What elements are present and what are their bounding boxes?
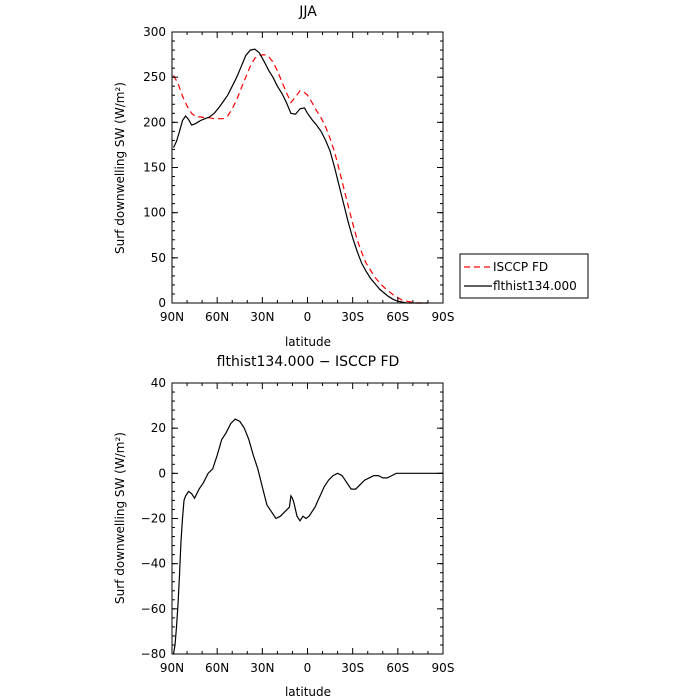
y-tick-label: 250 bbox=[143, 70, 166, 84]
legend-box bbox=[459, 253, 589, 299]
x-tick-label: 60N bbox=[205, 661, 229, 675]
bottom-x-axis-label: latitude bbox=[285, 685, 331, 699]
bottom-chart-title: flthist134.000 − ISCCP FD bbox=[217, 354, 400, 370]
bottom-chart: flthist134.000 − ISCCP FD 90N 60N 30N 0 30S 6… bbox=[113, 354, 454, 699]
series-line-1-0 bbox=[172, 418, 443, 655]
top-x-ticks: 90N 60N 30N 0 30S 60S 90S bbox=[160, 32, 455, 324]
top-y-ticks: 0 50 100 150 200 250 300 bbox=[143, 25, 443, 310]
bottom-x-ticks: 90N 60N 30N 0 30S 60S 90S bbox=[160, 383, 455, 675]
y-tick-label: 0 bbox=[158, 296, 166, 310]
x-tick-label: 0 bbox=[304, 310, 312, 324]
bottom-y-axis-label: Surf downwelling SW (W/m²) bbox=[113, 432, 127, 604]
bottom-plot-area bbox=[172, 418, 443, 655]
x-tick-label: 30N bbox=[250, 661, 274, 675]
x-tick-label: 60S bbox=[386, 310, 409, 324]
x-tick-label: 30S bbox=[341, 310, 364, 324]
y-tick-label: 300 bbox=[143, 25, 166, 39]
bottom-y-ticks: −80 −60 −40 −20 0 20 40 bbox=[141, 376, 443, 661]
top-chart-frame bbox=[171, 31, 444, 304]
y-tick-label: −80 bbox=[141, 647, 166, 661]
top-y-axis-label: Surf downwelling SW (W/m²) bbox=[113, 82, 127, 254]
x-tick-label: 90N bbox=[160, 310, 184, 324]
x-tick-label: 60N bbox=[205, 310, 229, 324]
x-tick-label: 30S bbox=[341, 661, 364, 675]
top-x-axis-label: latitude bbox=[285, 335, 331, 349]
x-tick-label: 60S bbox=[386, 661, 409, 675]
legend-label-flthist: flthist134.000 bbox=[493, 279, 577, 293]
x-tick-label: 90S bbox=[432, 661, 455, 675]
top-chart: JJA 90N 60N 30N 0 30S 60S 90S 0 50 100 150 200 250 3… bbox=[113, 4, 589, 349]
series-line-0-0 bbox=[172, 53, 428, 304]
top-chart-legend: ISCCP FD flthist134.000 bbox=[459, 253, 589, 299]
y-tick-label: 100 bbox=[143, 206, 166, 220]
legend-label-isccp: ISCCP FD bbox=[493, 260, 548, 274]
y-tick-label: 50 bbox=[151, 251, 166, 265]
x-tick-label: 90S bbox=[432, 310, 455, 324]
y-tick-label: 0 bbox=[158, 466, 166, 480]
y-tick-label: 150 bbox=[143, 161, 166, 175]
y-tick-label: 40 bbox=[151, 376, 166, 390]
y-tick-label: −40 bbox=[141, 557, 166, 571]
x-tick-label: 0 bbox=[304, 661, 312, 675]
x-tick-label: 30N bbox=[250, 310, 274, 324]
y-tick-label: 20 bbox=[151, 421, 166, 435]
y-tick-label: −20 bbox=[141, 512, 166, 526]
x-tick-label: 90N bbox=[160, 661, 184, 675]
top-chart-title: JJA bbox=[298, 4, 317, 20]
series-line-0-1 bbox=[172, 48, 428, 304]
top-plot-area bbox=[172, 48, 428, 304]
bottom-chart-frame bbox=[171, 382, 444, 655]
y-tick-label: 200 bbox=[143, 115, 166, 129]
y-tick-label: −60 bbox=[141, 602, 166, 616]
